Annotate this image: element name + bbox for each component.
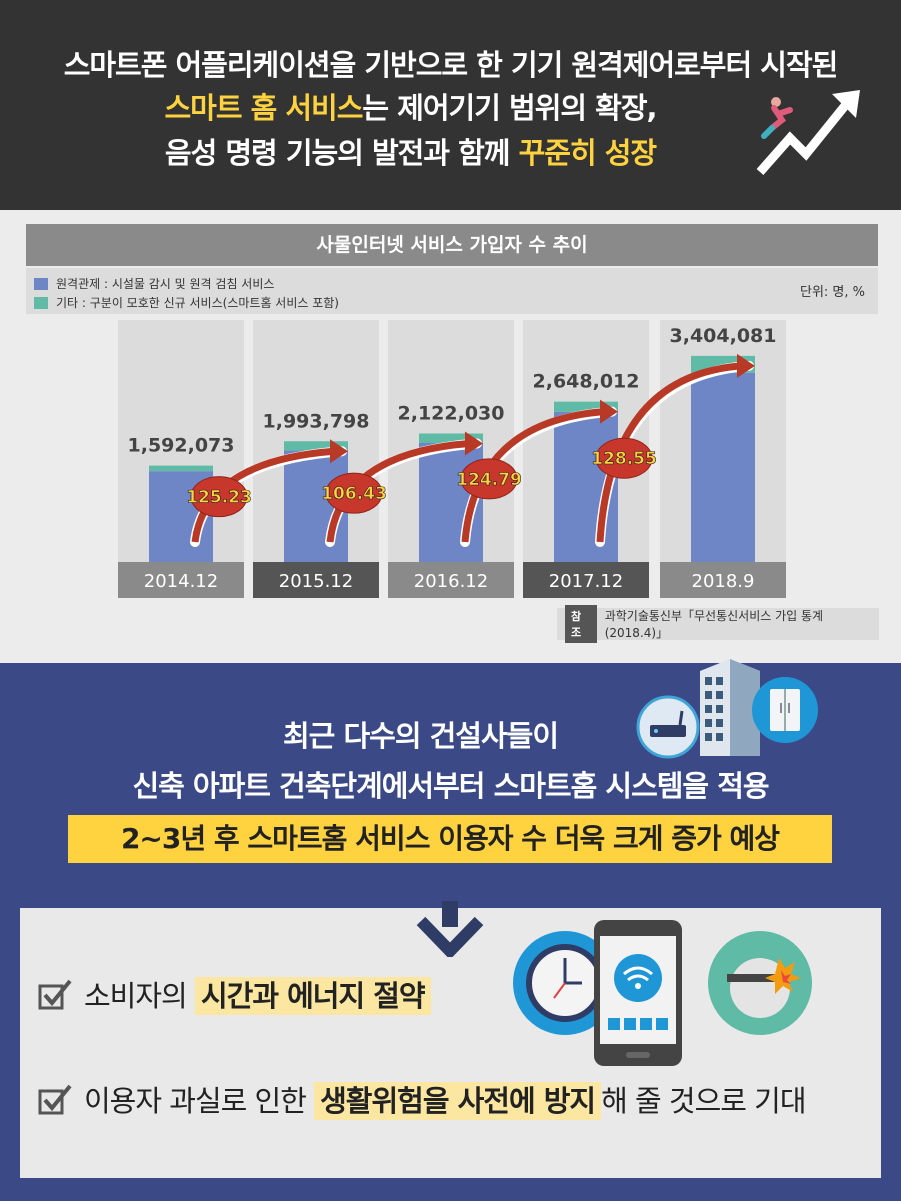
clock-icon — [513, 931, 617, 1035]
router-icon — [636, 695, 700, 759]
category-box — [118, 562, 244, 598]
down-arrow-icon — [416, 901, 484, 957]
total-label-2015.12: 1,993,798 — [263, 410, 370, 432]
bar-main-2018.9 — [691, 372, 755, 562]
benefit-1-prefix: 소비자의 — [84, 979, 195, 1013]
growth-arrow — [461, 408, 605, 543]
category-box — [523, 562, 649, 598]
outlook-section: 최근 다수의 건설사들이 신축 아파트 건축단계에서부터 스마트홈 시스템을 적… — [0, 659, 901, 1201]
bar-other-2014.12 — [149, 465, 213, 472]
source-tag: 참조 — [565, 605, 597, 643]
header-line-2: 스마트 홈 서비스는 제어기기 범위의 확장, — [0, 85, 861, 127]
category-box — [388, 562, 514, 598]
building-icon — [700, 659, 760, 756]
gas-valve-icon — [708, 931, 812, 1035]
growth-rate-label: 128.55 — [591, 449, 657, 469]
benefit-1-highlight: 시간과 에너지 절약 — [194, 977, 431, 1015]
growth-rate-label: 125.23 — [186, 488, 252, 508]
benefit-2-prefix: 이용자 과실로 인한 — [84, 1084, 315, 1118]
bar-other-2016.12 — [419, 433, 483, 444]
checkbox-icon — [38, 1084, 72, 1115]
total-label-2017.12: 2,648,012 — [533, 371, 640, 393]
growth-arrow-head — [737, 353, 755, 378]
benefit-time-energy: 소비자의 시간과 에너지 절약 — [38, 973, 431, 1015]
total-label-2016.12: 2,122,030 — [398, 402, 505, 424]
source-text: 과학기술통신부「무선통신서비스 가입 통계(2018.4)」 — [604, 609, 824, 640]
header-line-3: 음성 명령 기능의 발전과 함께 꾸준히 성장 — [0, 130, 861, 172]
category-label-2015.12: 2015.12 — [279, 571, 353, 592]
legend-label-other: 기타 : 구분이 모호한 신규 서비스(스마트홈 서비스 포함) — [56, 296, 339, 310]
chart-unit: 단위: 명, % — [799, 285, 865, 300]
legend-label-main: 원격관제 : 시설물 감시 및 원격 검침 서비스 — [56, 277, 275, 291]
growth-arrow-head — [465, 431, 483, 456]
outlook-line-1: 최근 다수의 건설사들이 — [283, 719, 559, 753]
growth-rate-label: 106.43 — [321, 484, 387, 504]
growth-badge — [190, 476, 248, 518]
header-line-2-rest: 는 제어기기 범위의 확장, — [362, 91, 657, 125]
growth-arrow — [596, 362, 742, 543]
growth-arrow-head — [330, 439, 348, 464]
outlook-line-2: 신축 아파트 건축단계에서부터 스마트홈 시스템을 적용 — [132, 769, 769, 803]
growth-rate-label: 124.79 — [456, 470, 522, 490]
bar-other-2015.12 — [284, 441, 348, 451]
chart-legend: 원격관제 : 시설물 감시 및 원격 검침 서비스 기타 : 구분이 모호한 신… — [26, 268, 878, 314]
growth-arrow — [191, 447, 335, 543]
benefit-2-highlight: 생활위험을 사전에 방지 — [314, 1082, 602, 1120]
smartphone-wifi-icon — [594, 920, 682, 1066]
header: 스마트폰 어플리케이션을 기반으로 한 기기 원격제어로부터 시작된 스마트 홈… — [0, 0, 901, 210]
total-label-2014.12: 1,592,073 — [128, 435, 235, 457]
refrigerator-icon — [752, 677, 818, 743]
benefit-risk-prevention: 이용자 과실로 인한 생활위험을 사전에 방지 해 줄 것으로 기대 — [38, 1078, 807, 1120]
chart-plot: 1,592,073 2014.12 1,993,798 2015.12 2,122,03… — [118, 320, 786, 598]
growth-badge — [595, 437, 653, 479]
chart-section: 사물인터넷 서비스 가입자 수 추이 원격관제 : 시설물 감시 및 원격 검침… — [0, 210, 901, 660]
growth-arrow-head — [600, 399, 618, 424]
growth-arrow-icon — [756, 90, 860, 175]
forecast-banner: 2~3년 후 스마트홈 서비스 이용자 수 더욱 크게 증가 예상 — [68, 815, 832, 863]
checkbox-icon — [38, 979, 72, 1010]
category-label-2017.12: 2017.12 — [549, 571, 623, 592]
header-line-3-start: 음성 명령 기능의 발전과 함께 — [164, 136, 519, 170]
category-label-2014.12: 2014.12 — [144, 571, 218, 592]
category-box — [253, 562, 379, 598]
benefits-panel: 소비자의 시간과 에너지 절약 이용자 과실로 인한 생활위험을 사전에 방지 해… — [20, 908, 881, 1178]
bar-other-2017.12 — [554, 401, 618, 412]
legend-swatch-main — [34, 277, 48, 290]
growth-badge — [325, 472, 383, 514]
category-label-2018.9: 2018.9 — [692, 571, 755, 592]
total-label-2018.9: 3,404,081 — [670, 325, 777, 347]
growth-badge — [460, 458, 518, 500]
benefit-1-text: 소비자의 시간과 에너지 절약 — [84, 973, 431, 1015]
section-divider — [0, 660, 901, 663]
category-box — [660, 562, 786, 598]
chart-source: 참조 과학기술통신부「무선통신서비스 가입 통계(2018.4)」 — [557, 605, 879, 643]
header-line-1: 스마트폰 어플리케이션을 기반으로 한 기기 원격제어로부터 시작된 — [63, 48, 839, 82]
legend-swatch-other — [34, 296, 48, 309]
growth-arrow — [326, 440, 470, 543]
header-highlight-smart-home: 스마트 홈 서비스 — [164, 91, 363, 125]
chart-title: 사물인터넷 서비스 가입자 수 추이 — [26, 224, 878, 266]
legend-item-main: 원격관제 : 시설물 감시 및 원격 검침 서비스 — [34, 275, 274, 292]
benefit-2-text: 이용자 과실로 인한 생활위험을 사전에 방지 해 줄 것으로 기대 — [84, 1078, 807, 1120]
legend-item-other: 기타 : 구분이 모호한 신규 서비스(스마트홈 서비스 포함) — [34, 294, 339, 311]
benefit-2-suffix: 해 줄 것으로 기대 — [601, 1084, 806, 1118]
header-highlight-growth: 꾸준히 성장 — [518, 136, 657, 170]
category-label-2016.12: 2016.12 — [414, 571, 488, 592]
